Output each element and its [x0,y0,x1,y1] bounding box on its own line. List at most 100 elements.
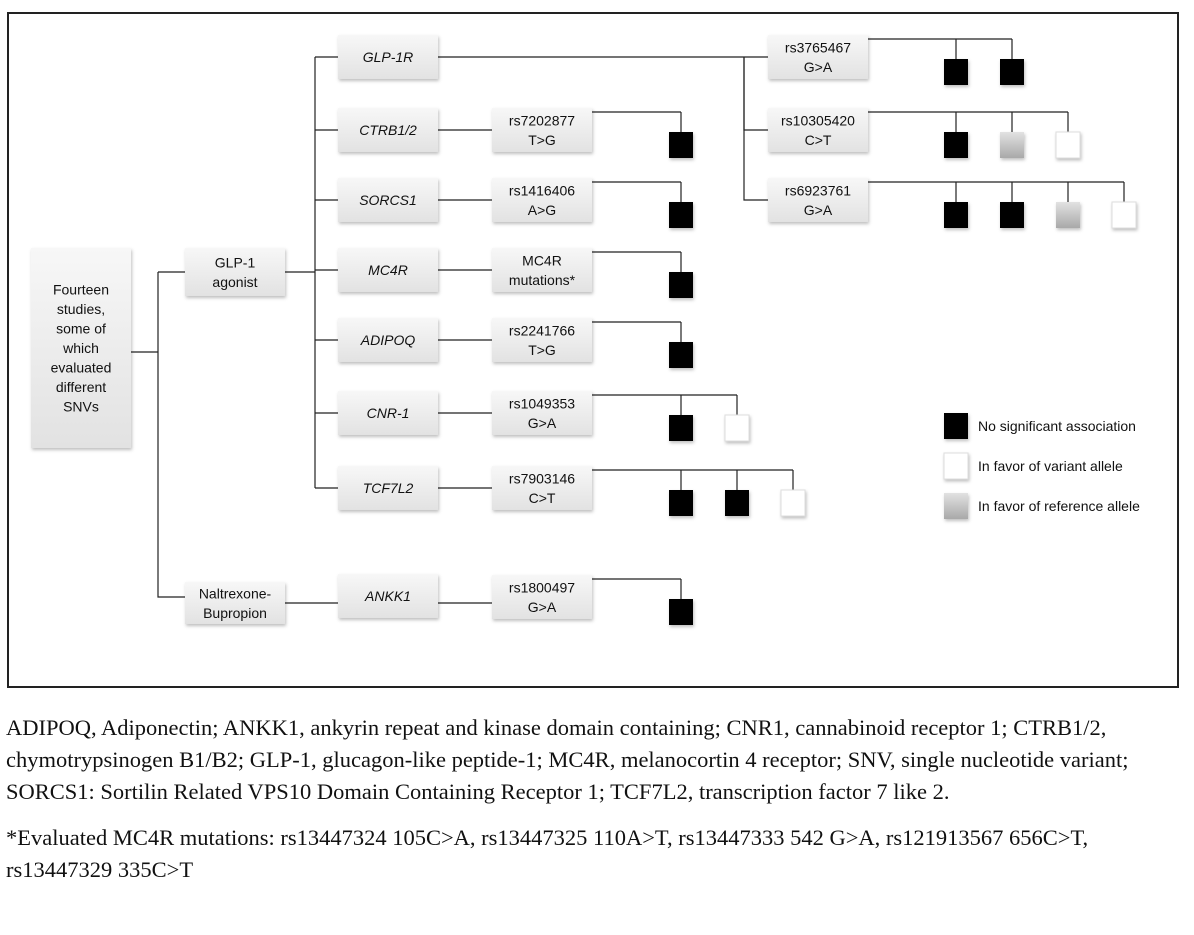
variant-rs7903146-node-label: rs7903146 [509,470,575,486]
variant-rs1800497-result-none-square [669,599,693,625]
variant-rs3765467-node-box [768,35,868,79]
gene-glp1r-node-label: GLP-1R [363,49,414,65]
variant-rs7903146-result-none-square [669,490,693,516]
legend-none-swatch [944,413,968,439]
diagram-frame [7,12,1179,688]
variant-rs7903146-result-none-square [725,490,749,516]
figure-caption: ADIPOQ, Adiponectin; ANKK1, ankyrin repe… [6,712,1190,900]
variant-rs6923761-result-none-square [1000,202,1024,228]
variant-rs6923761-result-variant-square [1111,201,1137,229]
gene-sorcs1-node: SORCS1 [338,178,438,222]
root-studies-node-label: Fourteen [53,282,109,298]
root-studies-node-label: some of [56,321,106,337]
variant-mc4r-mutations-node-label: MC4R [522,252,562,268]
variant-rs3765467-result-none-square [1000,59,1024,85]
gene-adipoq-node: ADIPOQ [338,318,438,362]
variant-rs2241766-node-box [492,318,592,362]
variant-rs6923761-node-label: G>A [804,202,833,218]
glp1-agonist-node-label: agonist [212,274,257,290]
variant-rs3765467-result-none-square [944,59,968,85]
variant-rs3765467-node-label: G>A [804,59,833,75]
variant-rs1049353-node-label: G>A [528,415,557,431]
variant-rs1049353-result-none-square [669,415,693,441]
variant-rs3765467-node: rs3765467 G>A [768,35,868,79]
connector-glp1r-rs6923761 [743,57,768,201]
variant-rs7202877-node-label: T>G [528,132,556,148]
variant-rs1800497-node: rs1800497 G>A [492,575,592,619]
variant-rs1800497-node-label: G>A [528,599,557,615]
root-studies-node-box [31,248,131,448]
variant-mc4r-mutations-result-none-square [669,272,693,298]
variant-rs6923761-node-box [768,178,868,222]
gene-ctrb12-node-label: CTRB1/2 [359,122,417,138]
gene-mc4r-node-label: MC4R [368,262,408,278]
gene-sorcs1-node-box [338,178,438,222]
variant-rs7202877-node-label: rs7202877 [509,112,575,128]
variant-rs10305420-result-none-square [944,132,968,158]
variant-rs10305420-result-reference-square [1000,132,1024,158]
gene-mc4r-node-box [338,248,438,292]
variant-rs6923761-node: rs6923761 G>A [768,178,868,222]
variant-rs10305420-node-box [768,108,868,152]
variant-rs3765467-node-label: rs3765467 [785,39,851,55]
root-studies-node-label: SNVs [63,399,99,415]
variant-rs1416406-node: rs1416406 A>G [492,178,592,222]
gene-glp1r-node-box [338,35,438,79]
gene-ankk1-node: ANKK1 [338,574,438,618]
legend-variant-swatch [943,452,969,480]
variant-rs7202877-result-none-square [669,132,693,158]
variant-rs2241766-result-none-square [669,342,693,368]
glp1-agonist-node-label: GLP-1 [215,254,256,270]
variant-rs2241766-node-label: T>G [528,342,556,358]
variant-rs7202877-node: rs7202877 T>G [492,108,592,152]
root-studies-node-label: studies, [57,301,105,317]
variant-rs10305420-node-label: rs10305420 [781,112,855,128]
variant-rs1800497-node-box [492,575,592,619]
variant-rs1049353-node-box [492,391,592,435]
variant-rs6923761-node-label: rs6923761 [785,182,851,198]
gene-ankk1-node-label: ANKK1 [364,588,411,604]
variant-rs1416406-node-label: A>G [528,202,556,218]
gene-adipoq-node-label: ADIPOQ [360,332,416,348]
gene-tcf7l2-node-label: TCF7L2 [363,480,414,496]
variant-rs7903146-node: rs7903146 C>T [492,466,592,510]
gene-ctrb12-node: CTRB1/2 [338,108,438,152]
gene-sorcs1-node-label: SORCS1 [359,192,417,208]
legend-none-label: No significant association [978,418,1136,434]
mc4r-footnote: *Evaluated MC4R mutations: rs13447324 10… [6,825,1089,882]
variant-rs1049353-result-variant-square [724,414,750,442]
variant-rs1049353-node-label: rs1049353 [509,395,575,411]
association-tree-diagram: Fourteen studies, some of which evaluated dif… [31,35,1140,625]
root-studies-node-label: evaluated [51,360,112,376]
gene-tcf7l2-node: TCF7L2 [338,466,438,510]
variant-rs1049353-node: rs1049353 G>A [492,391,592,435]
variant-mc4r-mutations-node-box [492,248,592,292]
variant-rs1416406-node-box [492,178,592,222]
variant-rs10305420-node-label: C>T [805,132,832,148]
naltrexone-bupropion-node: Naltrexone- Bupropion [185,582,285,624]
variant-rs2241766-node-label: rs2241766 [509,322,575,338]
legend-variant-label: In favor of variant allele [978,458,1123,474]
naltrexone-bupropion-node-label: Bupropion [203,605,267,621]
glp1-agonist-node: GLP-1 agonist [185,248,285,296]
variant-rs7903146-node-label: C>T [529,490,556,506]
gene-ctrb12-node-box [338,108,438,152]
legend-reference-swatch [944,493,968,519]
variant-rs6923761-result-none-square [944,202,968,228]
gene-tcf7l2-node-box [338,466,438,510]
root-studies-node-label: which [62,340,99,356]
gene-ankk1-node-box [338,574,438,618]
glp1-agonist-node-box [185,248,285,296]
gene-mc4r-node: MC4R [338,248,438,292]
variant-rs1416406-result-none-square [669,202,693,228]
root-studies-node-label: different [56,379,106,395]
legend-reference-label: In favor of reference allele [978,498,1140,514]
variant-rs7202877-node-box [492,108,592,152]
variant-mc4r-mutations-node-label: mutations* [509,272,576,288]
gene-cnr1-node-box [338,391,438,435]
connector-glp1r-rs10305420 [743,57,768,131]
variant-rs1800497-node-label: rs1800497 [509,579,575,595]
variant-rs2241766-node: rs2241766 T>G [492,318,592,362]
gene-glp1r-node: GLP-1R [338,35,438,79]
abbreviations-note: ADIPOQ, Adiponectin; ANKK1, ankyrin repe… [6,715,1129,804]
